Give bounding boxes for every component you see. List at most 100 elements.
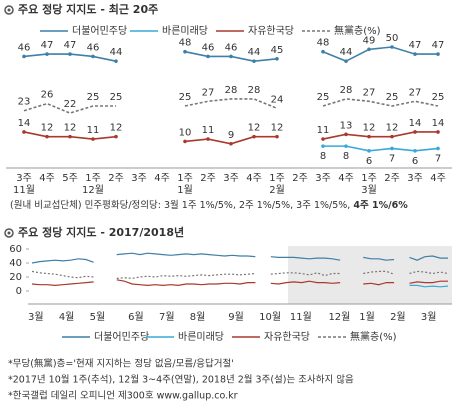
data-label: 12 — [41, 123, 54, 134]
x-tick-label: 1월 — [359, 311, 375, 323]
note: (원내 비교섭단체) 민주평화당/정의당: 3월 1주 1%/5%, 2주 1%… — [10, 199, 408, 211]
x-tick-label: 4월 — [59, 311, 75, 323]
x-month-label: 11월 — [13, 184, 35, 196]
point — [45, 52, 49, 56]
data-label: 25 — [386, 92, 399, 103]
point — [91, 54, 95, 59]
data-label: 46 — [202, 42, 215, 53]
x-tick-label: 2월 — [390, 311, 406, 323]
data-label: 11 — [202, 125, 215, 136]
point — [344, 132, 348, 137]
point — [436, 52, 440, 56]
chart-title: 주요 정당 지지도 - 최근 20주 — [18, 2, 158, 16]
chart-title: 주요 정당 지지도 - 2017/2018년 — [18, 225, 184, 239]
point — [275, 57, 279, 61]
x-tick-label: 7월 — [159, 311, 175, 323]
x-tick-label: 12월 — [328, 311, 350, 323]
data-label: 46 — [87, 42, 100, 53]
point — [68, 52, 72, 56]
series-line — [409, 284, 449, 288]
point — [229, 141, 233, 146]
data-label: 25 — [179, 92, 192, 103]
note-bold: 4주 1%/6% — [353, 200, 408, 211]
x-tick-label: 1주 — [361, 173, 377, 184]
point — [413, 52, 417, 56]
point — [344, 59, 348, 63]
point — [183, 139, 187, 144]
data-label: 44 — [248, 47, 261, 58]
point — [367, 47, 371, 52]
data-label: 14 — [18, 118, 31, 129]
data-label: 8 — [343, 151, 349, 162]
data-label: 6 — [412, 156, 418, 167]
data-label: 12 — [110, 123, 123, 134]
footnote: *한국갤럽 데일리 오피니언 제300호 www.gallup.co.kr — [8, 390, 238, 402]
series-line — [23, 98, 439, 114]
point — [275, 134, 279, 139]
x-tick-label: 2주 — [200, 173, 216, 184]
data-label: 28 — [340, 85, 353, 96]
point — [390, 134, 394, 139]
point — [390, 146, 394, 151]
point — [252, 59, 256, 63]
data-label: 6 — [366, 156, 372, 167]
data-label: 12 — [248, 123, 261, 134]
legend-label: 無黨층(%) — [334, 24, 381, 37]
data-label: 14 — [409, 118, 422, 129]
point — [413, 149, 417, 153]
x-tick-label: 3주 — [315, 173, 331, 184]
x-tick-label: 6월 — [128, 311, 144, 323]
x-tick-label: 2주 — [384, 173, 400, 184]
point — [321, 49, 325, 54]
y-tick-label: 40 — [9, 258, 22, 269]
data-label: 28 — [225, 85, 238, 96]
data-label: 12 — [386, 123, 399, 134]
data-label: 8 — [320, 151, 326, 162]
x-tick-label: 3주 — [223, 173, 239, 184]
y-tick-label: 20 — [9, 272, 22, 283]
x-tick-label: 2주 — [292, 173, 308, 184]
data-label: 24 — [271, 94, 284, 105]
data-label: 22 — [64, 99, 77, 110]
x-month-label: 1월 — [177, 184, 193, 196]
data-label: 25 — [432, 92, 445, 103]
x-tick-label: 9월 — [228, 311, 244, 323]
y-tick-label: 60 — [9, 244, 22, 255]
footnote: *무당(無黨)층='현재 지지하는 정당 없음/모름/응답거절' — [8, 358, 234, 370]
data-label: 46 — [18, 42, 31, 53]
x-month-label: 3월 — [361, 184, 377, 196]
data-label: 47 — [64, 40, 77, 51]
point — [206, 137, 210, 141]
point — [413, 130, 417, 134]
point — [206, 54, 210, 59]
series-line — [31, 279, 448, 287]
x-tick-label: 1주 — [177, 173, 193, 184]
data-label: 49 — [363, 35, 376, 46]
x-tick-label: 1주 — [85, 173, 101, 184]
data-label: 13 — [340, 120, 353, 131]
data-label: 23 — [18, 97, 31, 108]
title-icon-dot — [7, 231, 11, 235]
data-label: 47 — [409, 40, 422, 51]
point — [390, 45, 394, 49]
data-label: 47 — [432, 40, 445, 51]
legend-label: 자유한국당 — [248, 25, 294, 37]
x-tick-label: 5주 — [62, 173, 78, 184]
x-tick-label: 3주 — [16, 173, 32, 184]
data-label: 12 — [363, 123, 376, 134]
data-label: 27 — [202, 87, 215, 98]
series-line — [31, 270, 449, 280]
data-label: 25 — [317, 92, 330, 103]
series-line — [323, 145, 439, 152]
legend-label: 바른미래당 — [162, 25, 208, 37]
data-label: 11 — [317, 125, 330, 136]
data-label: 14 — [432, 118, 445, 129]
point — [367, 149, 371, 153]
point — [114, 134, 118, 139]
point — [22, 54, 26, 59]
data-label: 26 — [41, 90, 54, 101]
data-label: 45 — [271, 45, 284, 56]
data-label: 7 — [435, 153, 441, 164]
y-tick-label: 0 — [16, 286, 22, 297]
x-tick-label: 3월 — [421, 311, 437, 323]
